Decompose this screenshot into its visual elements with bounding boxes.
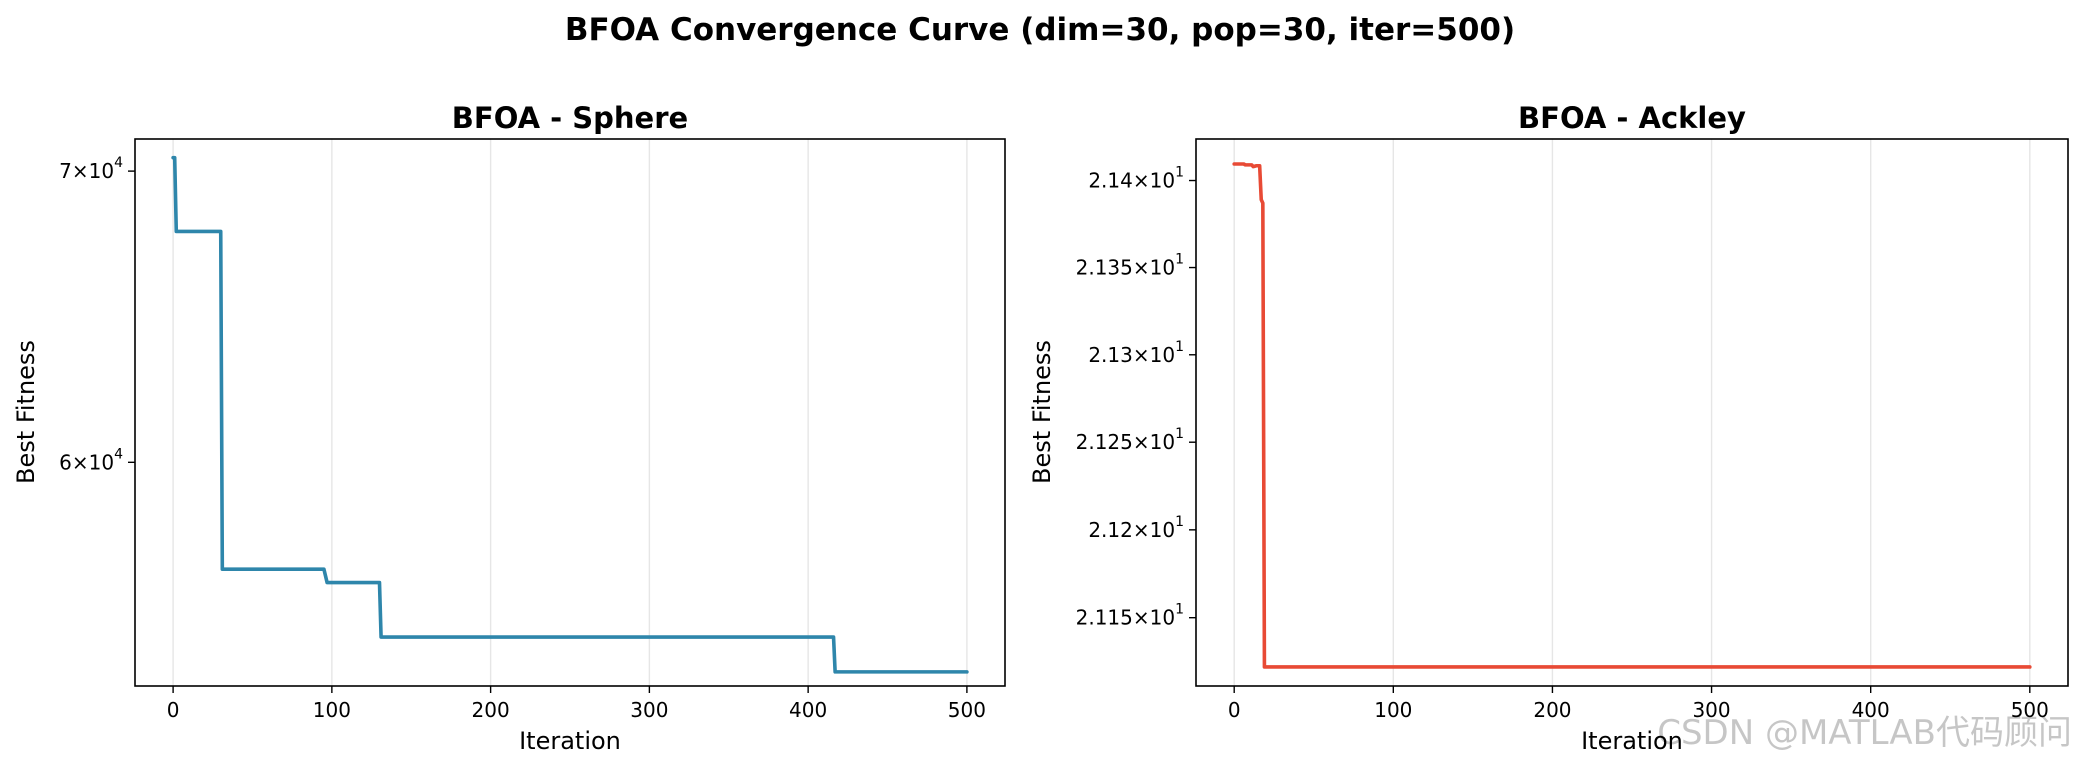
ackley-x-tick-label: 200 — [1533, 698, 1571, 722]
sphere-series — [171, 155, 969, 674]
ackley-chart: BFOA - Ackley 0 100 200 300 400 500 2.14×1012… — [1028, 101, 2069, 755]
sphere-y-tick-label: 6×104 — [59, 446, 123, 474]
sphere-y-axis-label: Best Fitness — [12, 340, 40, 484]
ackley-x-tick-label: 100 — [1374, 698, 1412, 722]
sphere-chart: BFOA - Sphere 0 100 200 300 400 500 7×104 6×10… — [12, 101, 1006, 755]
watermark: CSDN @MATLAB代码顾问 — [1657, 713, 2072, 753]
sphere-gridlines — [172, 139, 968, 686]
sphere-y-ticks: 7×104 6×104 — [59, 155, 135, 474]
ackley-series — [1232, 162, 2032, 669]
ackley-x-axis-label: Iteration — [1581, 727, 1683, 755]
sphere-series-line — [171, 155, 969, 674]
sphere-x-axis-label: Iteration — [519, 727, 621, 755]
ackley-y-tick-label: 2.12×101 — [1088, 514, 1184, 542]
sphere-x-tick-label: 300 — [630, 698, 668, 722]
sphere-x-tick-label: 400 — [789, 698, 827, 722]
ackley-y-ticks: 2.14×101 2.135×101 2.13×101 2.125×101 2.12×1… — [1076, 165, 1196, 630]
sphere-x-tick-label: 500 — [948, 698, 986, 722]
sphere-x-ticks: 0 100 200 300 400 500 — [167, 686, 986, 722]
sphere-x-tick-label: 200 — [472, 698, 510, 722]
ackley-y-tick-label: 2.135×101 — [1076, 252, 1184, 280]
ackley-y-axis-label: Best Fitness — [1028, 340, 1056, 484]
sphere-y-tick-label: 7×104 — [59, 155, 123, 183]
ackley-gridlines — [1233, 139, 2031, 686]
sphere-x-tick-label: 0 — [167, 698, 180, 722]
ackley-x-ticks: 0 100 200 300 400 500 — [1228, 686, 2049, 722]
ackley-y-tick-label: 2.115×101 — [1076, 602, 1184, 630]
ackley-plot-area — [1195, 138, 2069, 687]
sphere-x-tick-label: 100 — [313, 698, 351, 722]
ackley-y-tick-label: 2.125×101 — [1076, 426, 1184, 454]
sphere-chart-title: BFOA - Sphere — [452, 101, 688, 135]
figure-title: BFOA Convergence Curve (dim=30, pop=30, … — [565, 12, 1515, 48]
ackley-y-tick-label: 2.14×101 — [1088, 165, 1184, 193]
ackley-x-tick-label: 300 — [1692, 698, 1730, 722]
ackley-y-tick-label: 2.13×101 — [1088, 339, 1184, 367]
ackley-chart-title: BFOA - Ackley — [1518, 101, 1746, 135]
ackley-x-tick-label: 400 — [1852, 698, 1890, 722]
ackley-series-line — [1232, 162, 2032, 669]
ackley-x-tick-label: 500 — [2011, 698, 2049, 722]
sphere-plot-area — [134, 138, 1006, 687]
ackley-x-tick-label: 0 — [1228, 698, 1241, 722]
